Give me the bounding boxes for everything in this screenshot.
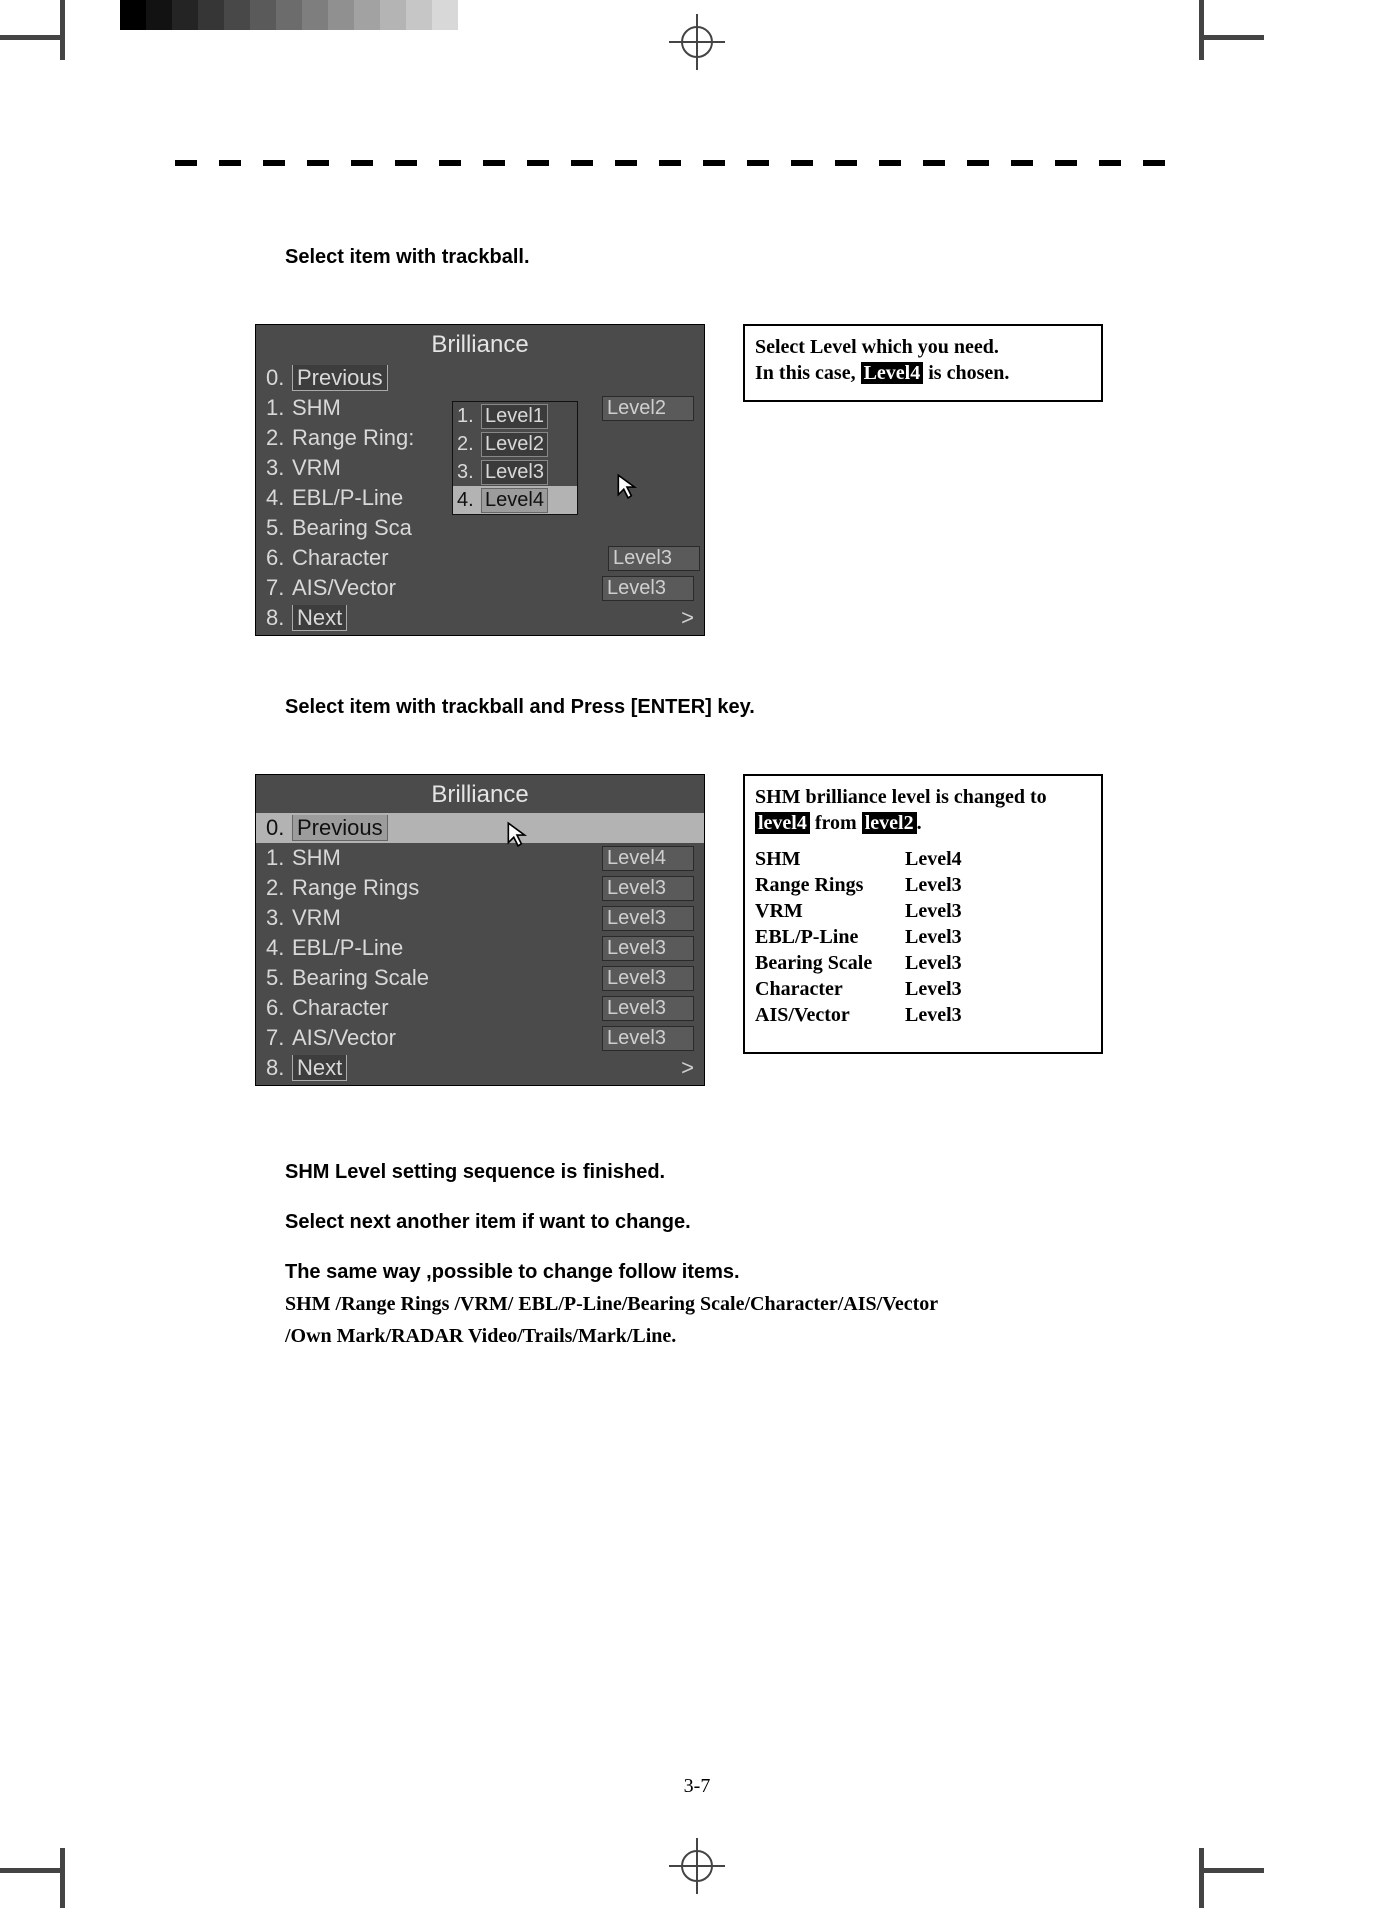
note-line: is chosen. — [923, 362, 1009, 384]
table-row: Range RingsLevel3 — [755, 872, 1091, 898]
note-line: Select Level which you need. — [755, 336, 999, 358]
note-line: from — [810, 812, 862, 834]
instruction-text: Select item with trackball. — [285, 246, 1175, 269]
brilliance-menu[interactable]: Brilliance 0.Previous1.SHMLevel22.Range … — [255, 324, 705, 636]
submenu-option[interactable]: 2.Level2 — [453, 430, 577, 458]
brilliance-menu[interactable]: Brilliance 0.Previous1.SHMLevel42.Range … — [255, 774, 705, 1086]
menu-title: Brilliance — [256, 775, 704, 813]
note-line: In this case, — [755, 362, 861, 384]
registration-cross-icon — [669, 14, 725, 70]
registration-cross-icon — [669, 1838, 725, 1894]
dashed-rule — [175, 160, 1175, 166]
crop-mark — [1204, 1868, 1264, 1873]
submenu-option[interactable]: 3.Level3 — [453, 458, 577, 486]
submenu-option[interactable]: 1.Level1 — [453, 402, 577, 430]
grayscale-ramp — [120, 0, 458, 30]
table-row: EBL/P-LineLevel3 — [755, 924, 1091, 950]
table-row: AIS/VectorLevel3 — [755, 1002, 1091, 1028]
menu-item[interactable]: 8.Next> — [256, 603, 704, 633]
chevron-right-icon: > — [681, 1055, 694, 1081]
menu-item[interactable]: 7.AIS/VectorLevel3 — [256, 1023, 704, 1053]
menu-item[interactable]: 5.Bearing ScaleLevel3 — [256, 963, 704, 993]
page-number: 3-7 — [684, 1775, 711, 1798]
crop-mark — [1199, 0, 1204, 60]
menu-item[interactable]: 1.SHMLevel4 — [256, 843, 704, 873]
menu-item[interactable]: 6.CharacterLevel3 — [256, 993, 704, 1023]
submenu-option[interactable]: 4.Level4 — [453, 486, 577, 514]
highlight-text: level4 — [755, 812, 810, 834]
note-line: . — [917, 812, 922, 834]
page-content: Select item with trackball. Brilliance 0… — [175, 160, 1175, 1352]
instruction-text: Select item with trackball and Press [EN… — [285, 696, 1175, 719]
note-box: SHM brilliance level is changed to level… — [743, 774, 1103, 1054]
menu-item[interactable]: 8.Next> — [256, 1053, 704, 1083]
table-row: CharacterLevel3 — [755, 976, 1091, 1002]
crop-mark — [0, 35, 60, 40]
table-row: Bearing ScaleLevel3 — [755, 950, 1091, 976]
body-line: SHM /Range Rings /VRM/ EBL/P-Line/Bearin… — [285, 1288, 1175, 1320]
menu-item[interactable]: 6.CharacterLevel3 — [256, 543, 704, 573]
menu-item[interactable]: 7.AIS/VectorLevel3 — [256, 573, 704, 603]
level-table: SHMLevel4Range RingsLevel3VRMLevel3EBL/P… — [755, 846, 1091, 1028]
menu-title: Brilliance — [256, 325, 704, 363]
level-submenu[interactable]: 1.Level12.Level23.Level34.Level4 — [452, 401, 578, 515]
highlight-text: Level4 — [861, 362, 924, 384]
menu-item[interactable]: 0.Previous — [256, 363, 704, 393]
note-line: SHM brilliance level is changed to — [755, 786, 1047, 808]
note-box: Select Level which you need. In this cas… — [743, 324, 1103, 402]
crop-mark — [60, 1848, 65, 1908]
menu-item[interactable]: 4.EBL/P-LineLevel3 — [256, 933, 704, 963]
highlight-text: level2 — [862, 812, 917, 834]
crop-mark — [1204, 35, 1264, 40]
crop-mark — [1199, 1848, 1204, 1908]
menu-item[interactable]: 3.VRMLevel3 — [256, 903, 704, 933]
table-row: VRMLevel3 — [755, 898, 1091, 924]
body-text: SHM Level setting sequence is finished. … — [285, 1156, 1175, 1352]
menu-item[interactable]: 0.Previous — [256, 813, 704, 843]
crop-mark — [0, 1868, 60, 1873]
chevron-right-icon: > — [681, 605, 694, 631]
table-row: SHMLevel4 — [755, 846, 1091, 872]
crop-mark — [60, 0, 65, 60]
body-line: Select next another item if want to chan… — [285, 1206, 1175, 1238]
body-line: The same way ,possible to change follow … — [285, 1256, 1175, 1288]
menu-item[interactable]: 5.Bearing Sca — [256, 513, 704, 543]
body-line: SHM Level setting sequence is finished. — [285, 1156, 1175, 1188]
body-line: /Own Mark/RADAR Video/Trails/Mark/Line. — [285, 1320, 1175, 1352]
menu-item[interactable]: 2.Range RingsLevel3 — [256, 873, 704, 903]
